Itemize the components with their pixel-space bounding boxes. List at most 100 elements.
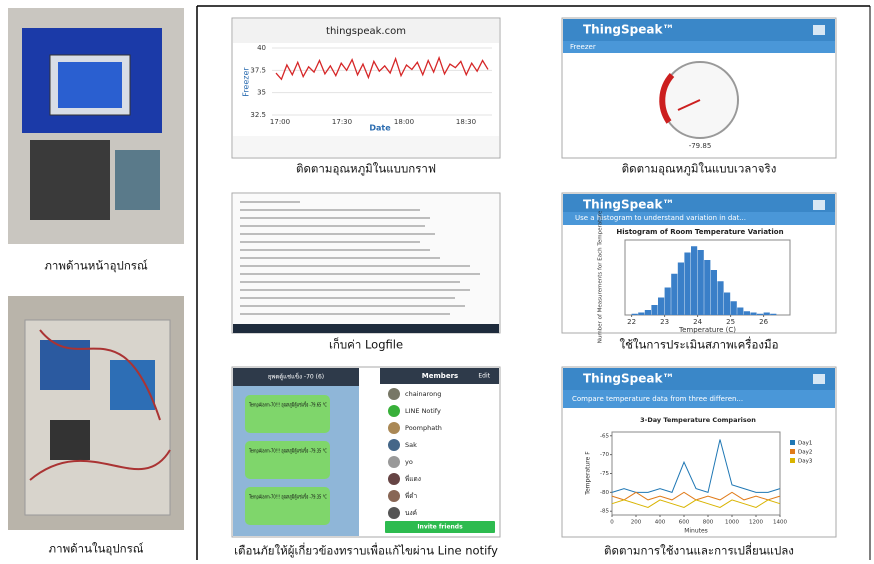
histogram-bar (638, 313, 644, 316)
y-tick-label: 32.5 (250, 111, 266, 119)
members-title: Members (422, 372, 458, 380)
avatar (388, 405, 400, 417)
histogram-bar (757, 314, 763, 315)
member-name: yo (405, 458, 413, 466)
legend-label: Day1 (798, 441, 812, 447)
panel-caption: ติดตามอุณหภูมิในแบบกราฟ (296, 162, 436, 176)
member-name: chainarong (405, 390, 441, 398)
histogram-bar (770, 314, 776, 315)
y-tick-label: 37.5 (250, 66, 266, 74)
histogram-bar (691, 246, 697, 315)
y-tick-label: -65 (600, 433, 609, 439)
chat-message: TempAlarm-70!!! อุณหภูมิตู้แช่แข็ง -79.3… (248, 447, 327, 455)
legend-swatch (790, 449, 795, 454)
histogram-bar (651, 305, 657, 315)
x-tick-label: 22 (627, 318, 636, 326)
histogram-bar (645, 310, 651, 315)
figure: ภาพด้านหน้าอุปกรณ์ภาพด้านในอุปกรณ์ ติดตาม… (0, 0, 874, 564)
photo-caption: ภาพด้านหน้าอุปกรณ์ (44, 259, 148, 273)
y-tick-label: -70 (600, 452, 609, 458)
brand: ThingSpeak™ (583, 372, 674, 386)
histogram-bar (632, 314, 638, 315)
x-tick-label: 1200 (749, 520, 763, 526)
panel-caption: เตือนภัยให้ผู้เกี่ยวข้องทราบเพื่อแก้ไขผ่… (234, 543, 498, 558)
x-tick-label: 17:30 (332, 118, 352, 126)
chat-message: TempAlarm-70!!! อุณหภูมิตู้แช่แข็ง -79.3… (248, 493, 327, 501)
histogram-bar (711, 270, 717, 315)
photo-caption: ภาพด้านในอุปกรณ์ (49, 542, 144, 556)
y-tick-label: -75 (600, 471, 609, 477)
x-tick-label: 1400 (773, 520, 787, 526)
chart-header: Compare temperature data from three diff… (572, 395, 743, 403)
menu-icon (813, 374, 825, 384)
legend-swatch (790, 458, 795, 463)
brand: ThingSpeak™ (583, 198, 674, 212)
avatar (388, 422, 400, 434)
sub-header (563, 41, 835, 53)
member-name: นงค์ (405, 509, 417, 517)
avatar (388, 507, 400, 519)
invite: Invite friends (417, 524, 463, 531)
avatar (388, 473, 400, 485)
avatar (388, 388, 400, 400)
menu-icon (813, 25, 825, 35)
x-tick-label: 0 (610, 520, 614, 526)
histogram-bar (698, 250, 704, 315)
panel-caption: ติดตามอุณหภูมิในแบบเวลาจริง (622, 162, 777, 176)
x-axis-label: Minutes (684, 528, 708, 535)
gauge-reading: -79.85 (689, 142, 712, 150)
legend-swatch (790, 440, 795, 445)
y-tick-label: -85 (600, 509, 609, 515)
histogram-bar (684, 253, 690, 316)
avatar (388, 490, 400, 502)
histogram-bar (658, 298, 664, 316)
brand: ThingSpeak™ (583, 23, 674, 37)
x-axis-label: Date (369, 124, 391, 133)
x-tick-label: 18:00 (394, 118, 414, 126)
histogram-bar (665, 288, 671, 316)
histogram-bar (731, 301, 737, 315)
panel-caption: ติดตามการใช้งานและการเปลี่ยนแปลง (604, 543, 794, 558)
x-tick-label: 26 (759, 318, 768, 326)
histogram-bar (744, 311, 750, 315)
x-axis-label: Temperature (C) (678, 326, 736, 334)
histogram-bar (737, 308, 743, 316)
y-axis-label: Temperature F (585, 451, 592, 496)
histogram-bar (750, 313, 756, 316)
avatar (388, 456, 400, 468)
avatar (388, 439, 400, 451)
y-tick-label: 35 (257, 89, 266, 97)
histogram-bar (704, 260, 710, 315)
x-tick-label: 23 (660, 318, 669, 326)
url: thingspeak.com (326, 26, 406, 37)
panel-caption: ใช้ในการประเมินสภาพเครื่องมือ (620, 337, 779, 352)
chat-title: ยุพดตู้แช่แข็ง -70 (6) (268, 372, 324, 381)
legend-label: Day2 (798, 450, 812, 456)
histogram-bar (678, 263, 684, 316)
x-tick-label: 18:30 (456, 118, 476, 126)
member-name: LINE Notify (405, 407, 441, 415)
field-name: Freezer (570, 43, 596, 51)
menu-icon (813, 200, 825, 210)
edit: Edit (478, 373, 490, 380)
member-name: พี่แดง (405, 474, 421, 483)
y-axis-label: Freezer (242, 67, 251, 97)
y-tick-label: 40 (257, 44, 266, 52)
histogram-bar (764, 313, 770, 316)
panel-caption: เก็บค่า Logfile (329, 337, 403, 352)
chart-title: 3-Day Temperature Comparison (640, 416, 756, 424)
log-window (233, 194, 499, 333)
chat-message: TempAlarm-70!!! อุณหภูมิตู้แช่แข็ง -79.6… (248, 401, 327, 409)
histogram-bar (717, 281, 723, 315)
y-axis-label: Number of Measurements for Each Temperat… (598, 210, 604, 343)
x-tick-label: 800 (703, 520, 714, 526)
histogram-bar (724, 293, 730, 316)
browser-toolbar (233, 136, 499, 157)
chart-title: Histogram of Room Temperature Variation (616, 228, 783, 236)
member-name: Poomphath (405, 424, 442, 432)
histogram-bar (671, 274, 677, 315)
y-tick-label: -80 (600, 490, 609, 496)
x-tick-label: 1000 (725, 520, 739, 526)
x-tick-label: 24 (693, 318, 702, 326)
photo-front (8, 8, 184, 244)
